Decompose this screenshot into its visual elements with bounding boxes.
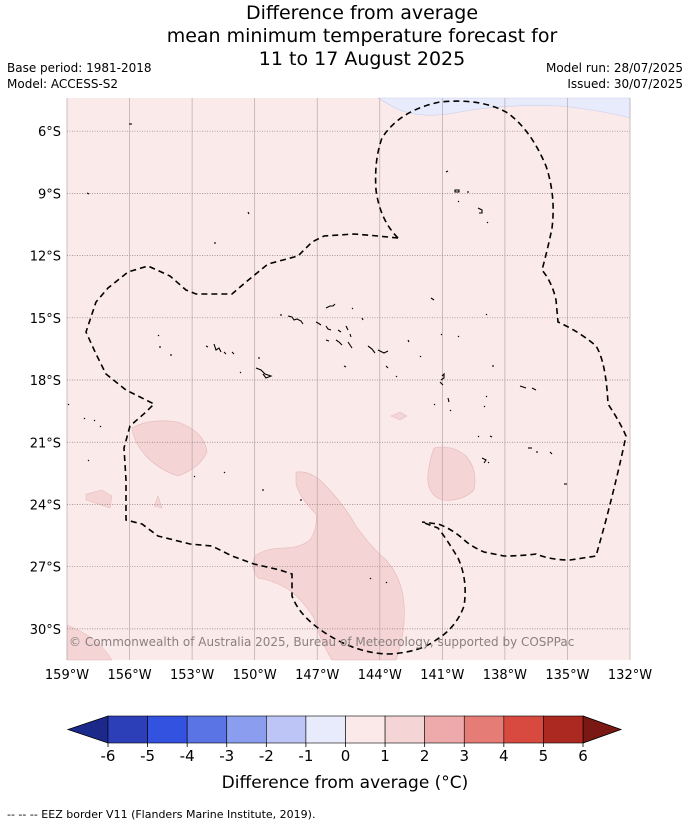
issued-date: Issued: 30/07/2025: [567, 77, 683, 91]
latitude-axis: 6°S 9°S 12°S 15°S 18°S 21°S 24°S 27°S 30°S: [30, 125, 61, 638]
latitude-tick-label: 24°S: [30, 498, 61, 513]
island-marks: [67, 123, 567, 584]
colorbar-tick-label: 6: [578, 747, 588, 765]
title-line-1: Difference from average: [245, 2, 479, 24]
colorbar-tick-label: 0: [341, 747, 351, 765]
anomaly-region-east: [427, 446, 476, 501]
longitude-tick-label: 141°W: [420, 668, 464, 683]
anomaly-region-small-2: [153, 495, 163, 509]
map-title: Difference from average mean minimum tem…: [60, 2, 664, 71]
model-name: Model: ACCESS-S2: [7, 77, 119, 91]
colorbar-extend-low: [66, 715, 109, 744]
longitude-tick-label: 135°W: [545, 668, 589, 683]
longitude-tick-label: 153°W: [170, 668, 214, 683]
copyright-text: © Commonwealth of Australia 2025, Bureau…: [69, 635, 574, 649]
colorbar-segment: [305, 715, 346, 744]
latitude-tick-label: 6°S: [38, 125, 61, 140]
colorbar-tick-label: -5: [140, 747, 155, 765]
meta-left: Base period: 1981-2018 Model: ACCESS-S2: [7, 60, 152, 92]
colorbar-tick-label: 3: [459, 747, 469, 765]
colorbar-segment: [424, 715, 465, 744]
title-line-2: mean minimum temperature forecast for: [166, 25, 558, 47]
latitude-tick-label: 12°S: [30, 250, 61, 265]
colorbar-segment: [463, 715, 505, 744]
colorbar-tick-label: 4: [499, 747, 509, 765]
anomaly-region-south: [252, 471, 405, 661]
eez-border-main: [374, 100, 627, 561]
colorbar-title: Difference from average (°C): [221, 773, 469, 793]
eez-legend-note: -- -- -- EEZ border V11 (Flanders Marine…: [7, 808, 316, 821]
model-run: Model run: 28/07/2025: [545, 61, 683, 75]
colorbar-segment: [266, 715, 307, 744]
colorbar-tick-label: 2: [420, 747, 430, 765]
colorbar-tick-label: 1: [380, 747, 390, 765]
anomaly-region-west: [131, 420, 208, 477]
eez-border-west: [85, 233, 466, 655]
colorbar-tick-label: -6: [101, 747, 116, 765]
colorbar-tick-label: -3: [219, 747, 234, 765]
longitude-tick-label: 159°W: [45, 668, 89, 683]
colorbar-segment: [345, 715, 386, 744]
latitude-tick-label: 27°S: [30, 561, 61, 576]
latitude-tick-label: 9°S: [38, 187, 61, 202]
latitude-tick-label: 15°S: [30, 312, 61, 327]
longitude-tick-label: 147°W: [295, 668, 339, 683]
colorbar-segment: [186, 715, 228, 744]
longitude-axis: 159°W 156°W 153°W 150°W 147°W 144°W 141°W 138°W…: [45, 668, 652, 683]
colorbar-segment: [543, 715, 584, 744]
base-period: Base period: 1981-2018: [7, 61, 152, 75]
colorbar-tick-label: -2: [259, 747, 274, 765]
colorbar-segment: [503, 715, 544, 744]
meta-right: Model run: 28/07/2025 Issued: 30/07/2025: [546, 60, 683, 92]
graticule: [66, 98, 631, 660]
longitude-tick-label: 150°W: [233, 668, 277, 683]
anomaly-region-cool-ne: [376, 97, 631, 119]
colorbar-extend-high: [582, 715, 623, 744]
title-line-3: 11 to 17 August 2025: [258, 48, 466, 70]
longitude-tick-label: 132°W: [608, 668, 652, 683]
longitude-tick-label: 138°W: [483, 668, 527, 683]
latitude-tick-label: 18°S: [30, 374, 61, 389]
anomaly-region-small-1: [85, 489, 113, 509]
anomaly-region-sw-corner: [66, 624, 113, 661]
colorbar-segment: [226, 715, 267, 744]
colorbar-tick-label: -1: [298, 747, 313, 765]
longitude-tick-label: 156°W: [107, 668, 151, 683]
colorbar-segment: [384, 715, 425, 744]
colorbar-tick-label: 5: [539, 747, 549, 765]
longitude-tick-label: 144°W: [358, 668, 402, 683]
colorbar-segment: [147, 715, 188, 744]
latitude-tick-label: 21°S: [30, 436, 61, 451]
colorbar-tick-label: -4: [180, 747, 195, 765]
latitude-tick-label: 30°S: [30, 623, 61, 638]
colorbar-segment: [107, 715, 148, 744]
anomaly-region-small-3: [390, 411, 408, 421]
colorbar: -6 -5 -4 -3 -2 -1 0 1 2 3 4 5 6: [66, 715, 623, 765]
